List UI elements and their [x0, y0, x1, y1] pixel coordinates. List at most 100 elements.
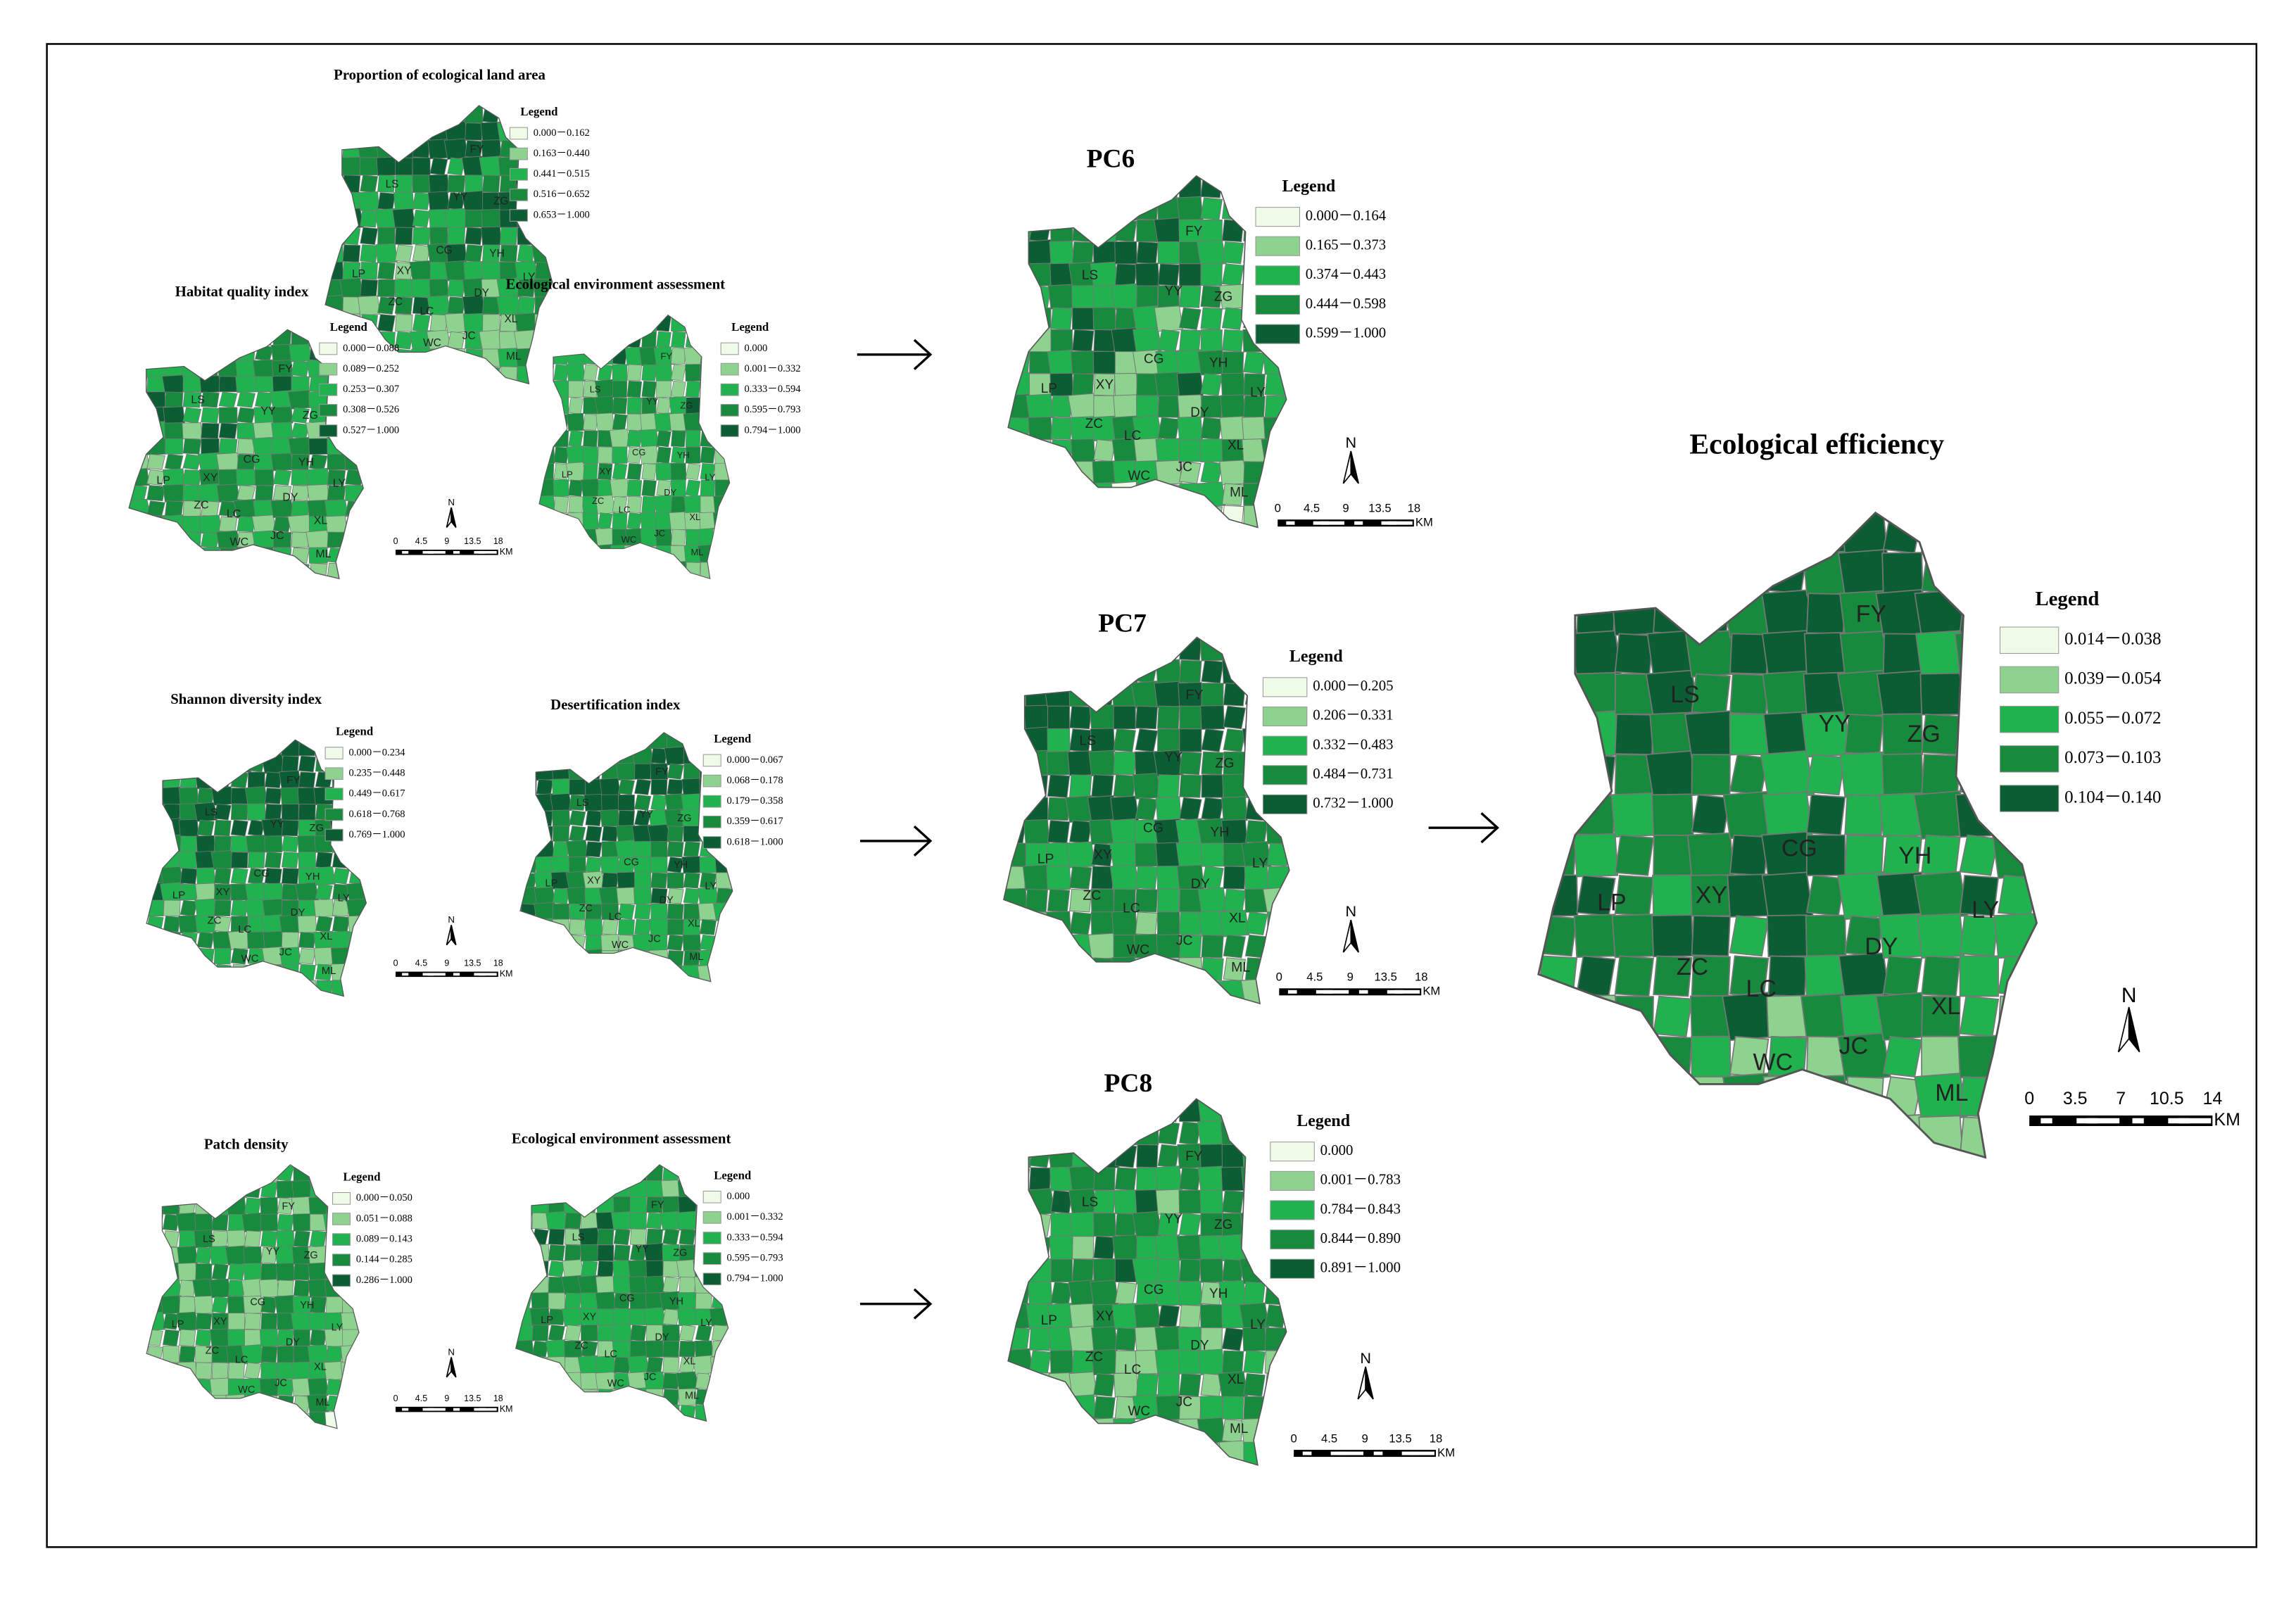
district	[211, 1213, 229, 1232]
district	[482, 105, 500, 124]
district	[634, 903, 652, 920]
region-label: YY	[453, 191, 468, 203]
district	[653, 495, 674, 514]
district	[1026, 1099, 1054, 1124]
district	[553, 826, 570, 842]
district	[1050, 1258, 1073, 1282]
district	[583, 562, 598, 579]
district	[465, 209, 483, 228]
district	[513, 329, 539, 351]
region-label: CG	[632, 447, 645, 457]
scale-label: 18	[1415, 971, 1428, 984]
district	[708, 1371, 728, 1391]
district	[244, 1164, 262, 1182]
legend-label: 0.206－0.331	[1313, 707, 1393, 723]
legend-label: 0.374－0.443	[1306, 265, 1386, 282]
scale-bar-segment	[2076, 1118, 2120, 1124]
district	[1156, 980, 1180, 1004]
district	[227, 1230, 246, 1249]
scale-bar-segment	[1354, 521, 1363, 525]
district	[164, 329, 184, 346]
district	[616, 965, 637, 982]
region-label: ML	[506, 350, 522, 362]
district	[146, 835, 166, 854]
district	[1223, 934, 1247, 959]
district	[656, 331, 671, 348]
region-label: FY	[655, 766, 669, 778]
district	[685, 380, 701, 398]
district	[553, 512, 569, 530]
district	[638, 429, 660, 449]
region-label: XY	[1096, 377, 1114, 392]
district	[213, 947, 232, 965]
district	[653, 560, 674, 579]
legend-label: 0.618－0.768	[348, 809, 405, 820]
district	[1223, 888, 1247, 913]
district	[146, 1279, 163, 1297]
region-label: DY	[655, 1332, 669, 1344]
district	[626, 380, 643, 398]
legend-swatch	[332, 1192, 351, 1205]
district	[700, 397, 716, 415]
legend-swatch	[509, 168, 528, 181]
district	[281, 835, 299, 853]
legend-label: 0.794－1.000	[727, 1273, 783, 1284]
district	[297, 787, 317, 805]
district	[447, 296, 466, 315]
district	[1200, 175, 1223, 198]
district	[213, 868, 232, 885]
legend-label: 0.073－0.103	[2064, 748, 2161, 767]
map-outline	[1003, 636, 1290, 1005]
north-arrow	[1350, 919, 1359, 953]
legend-label: 0.001－0.783	[1320, 1171, 1401, 1188]
district	[612, 397, 628, 415]
legend-title: Legend	[1282, 177, 1335, 196]
district	[177, 1164, 197, 1182]
legend-label: 0.014－0.038	[2064, 629, 2161, 648]
scale-unit: KM	[500, 1404, 513, 1414]
district	[612, 380, 628, 398]
map-title: PC6	[1087, 145, 1135, 174]
district	[146, 867, 165, 885]
district	[529, 1164, 552, 1182]
district	[1114, 372, 1138, 396]
district	[182, 438, 202, 455]
region-label: XL	[314, 514, 328, 526]
district	[178, 819, 199, 838]
scale-bar-frame	[1294, 1450, 1437, 1458]
district	[1025, 637, 1048, 661]
district	[447, 227, 466, 246]
district	[164, 453, 184, 470]
region-label: CG	[1144, 352, 1163, 367]
district	[325, 122, 343, 141]
district	[612, 462, 628, 481]
district	[664, 746, 687, 766]
district	[497, 105, 520, 125]
district	[626, 364, 643, 381]
legend-swatch	[1270, 1170, 1315, 1191]
district	[218, 345, 238, 362]
district	[1691, 1035, 1732, 1078]
district	[357, 105, 381, 125]
district	[662, 1196, 681, 1214]
district	[1921, 552, 1961, 595]
district	[1135, 659, 1159, 684]
district	[1179, 307, 1201, 330]
legend-swatch	[319, 383, 338, 396]
district	[1538, 1113, 1583, 1158]
district	[164, 562, 184, 579]
district	[1179, 1373, 1201, 1397]
district	[597, 1244, 614, 1261]
district	[515, 1180, 534, 1198]
district	[1239, 1256, 1270, 1284]
district	[309, 1329, 327, 1346]
district	[1046, 911, 1071, 936]
district	[213, 980, 232, 997]
district	[197, 561, 223, 579]
district	[617, 950, 635, 967]
district	[569, 810, 586, 826]
district	[293, 1164, 310, 1182]
district	[1267, 842, 1289, 867]
district	[583, 348, 598, 365]
district	[447, 157, 466, 176]
